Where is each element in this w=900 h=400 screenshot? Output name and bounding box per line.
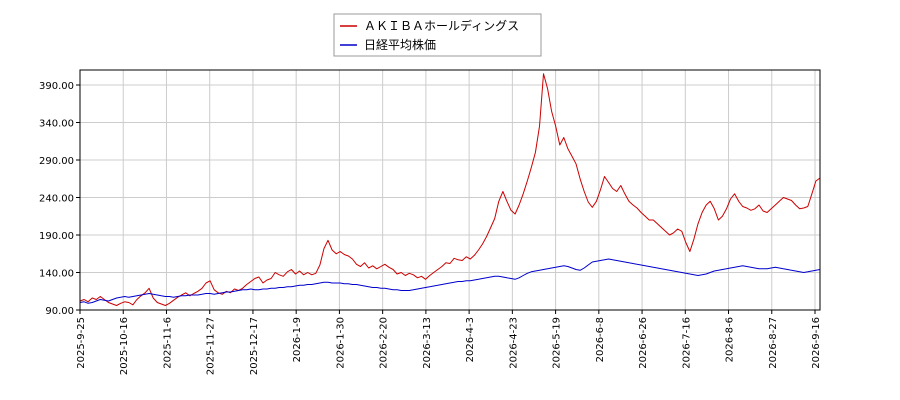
y-tick-label: 390.00 (39, 81, 74, 92)
x-tick-label: 2026-1-9 (292, 317, 303, 362)
legend-label-nikkei: 日経平均株価 (364, 37, 436, 52)
x-tick-label: 2026-9-16 (811, 317, 822, 369)
y-tick-label: 90.00 (45, 306, 74, 317)
x-tick-label: 2026-8-6 (725, 317, 736, 362)
x-tick-label: 2026-4-3 (465, 317, 476, 362)
y-tick-label: 240.00 (39, 194, 74, 205)
x-tick-label: 2026-6-8 (595, 317, 606, 362)
series-layer (79, 73, 821, 306)
y-tick-label: 190.00 (39, 231, 74, 242)
x-tick-label: 2025-12-17 (249, 317, 260, 375)
x-tick-label: 2026-7-16 (681, 317, 692, 369)
series-line-1 (79, 258, 821, 304)
x-tick-label: 2026-2-20 (379, 317, 390, 369)
x-tick-label: 2026-5-19 (552, 317, 563, 369)
x-tick-label: 2026-4-23 (508, 317, 519, 369)
x-tick-label: 2025-11-27 (206, 317, 217, 375)
y-tick-label: 290.00 (39, 156, 74, 167)
plot-frame (79, 69, 821, 311)
x-tick-label: 2026-6-26 (638, 317, 649, 369)
y-tick-label: 140.00 (39, 269, 74, 280)
x-tick-label: 2026-1-30 (335, 317, 346, 369)
legend: ＡＫＩＢＡホールディングス 日経平均株価 (333, 13, 542, 57)
x-tick-label: 2025-9-25 (76, 317, 87, 369)
legend-label-akiba: ＡＫＩＢＡホールディングス (364, 18, 519, 33)
x-tick-label: 2026-8-27 (768, 317, 779, 369)
x-tick-label: 2025-11-6 (162, 317, 173, 369)
grid-lines (79, 70, 820, 311)
x-axis: 2025-9-25 2025-10-16 2025-11-6 2025-11-27 20… (76, 310, 822, 375)
x-tick-label: 2026-3-13 (422, 317, 433, 369)
y-axis: 90.00 140.00 190.00 240.00 290.00 340.00 390.0… (39, 81, 80, 317)
x-tick-label: 2025-10-16 (119, 317, 130, 375)
series-line-0 (79, 73, 821, 306)
legend-box (333, 13, 542, 57)
y-tick-label: 340.00 (39, 119, 74, 130)
